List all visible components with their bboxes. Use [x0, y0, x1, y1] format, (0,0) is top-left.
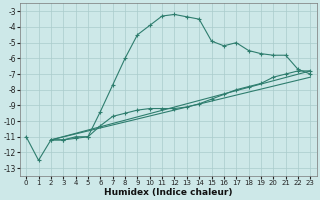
- X-axis label: Humidex (Indice chaleur): Humidex (Indice chaleur): [104, 188, 233, 197]
